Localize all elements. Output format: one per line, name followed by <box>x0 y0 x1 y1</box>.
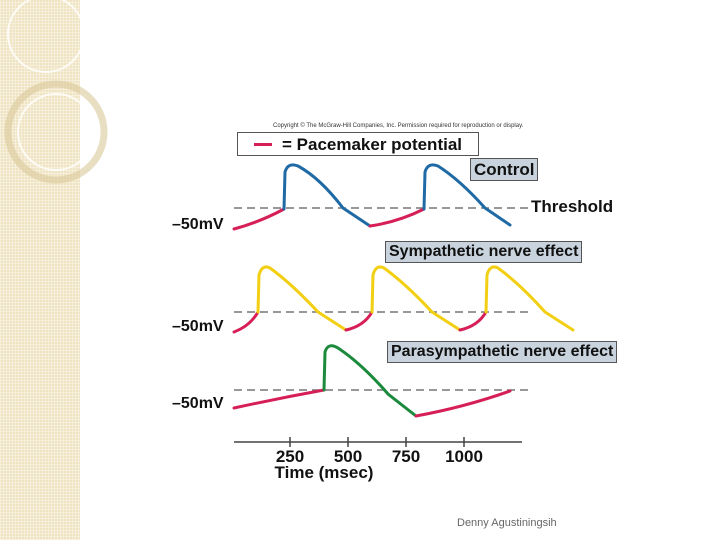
parasympathetic-pacemaker-1 <box>232 388 326 410</box>
control-ap-1 <box>282 163 372 228</box>
sympathetic-trace <box>232 265 575 334</box>
tick-label-250: 250 <box>276 447 304 466</box>
sympathetic-ap-1 <box>256 265 348 332</box>
sympathetic-title: Sympathetic nerve effect <box>385 241 583 263</box>
threshold-label: Threshold <box>531 197 614 216</box>
parasympathetic-trace <box>232 344 512 418</box>
parasympathetic-title: Parasympathetic nerve effect <box>387 341 618 363</box>
tick-label-1000: 1000 <box>445 447 483 466</box>
control-title: Control <box>470 158 539 181</box>
legend-label: = Pacemaker potential <box>282 135 463 154</box>
control-baseline-label: –50mV <box>172 216 224 233</box>
control-pacemaker-1 <box>232 207 286 231</box>
sympathetic-pacemaker-1 <box>232 310 260 334</box>
sympathetic-pacemaker-2 <box>344 310 374 332</box>
control-ap-2 <box>422 163 512 227</box>
parasympathetic-pacemaker-2 <box>414 389 512 418</box>
time-axis-ticks <box>289 437 465 447</box>
decorative-circles <box>4 0 108 184</box>
sympathetic-ap-3 <box>484 265 575 332</box>
parasympathetic-baseline-label: –50mV <box>172 395 224 412</box>
control-trace <box>232 163 512 231</box>
legend-box: = Pacemaker potential <box>237 132 479 156</box>
sympathetic-pacemaker-3 <box>458 310 488 332</box>
author-footer: Denny Agustiningsih <box>457 517 557 529</box>
control-pacemaker-2 <box>368 207 426 228</box>
tick-label-750: 750 <box>392 447 420 466</box>
tick-label-500: 500 <box>334 447 362 466</box>
sympathetic-baseline-label: –50mV <box>172 318 224 335</box>
sympathetic-ap-2 <box>370 265 462 332</box>
copyright-notice: Copyright © The McGraw-Hill Companies, I… <box>273 123 524 129</box>
pacemaker-swatch <box>254 143 272 146</box>
parasympathetic-ap <box>322 344 418 418</box>
time-axis-label: Time (msec) <box>275 463 374 482</box>
